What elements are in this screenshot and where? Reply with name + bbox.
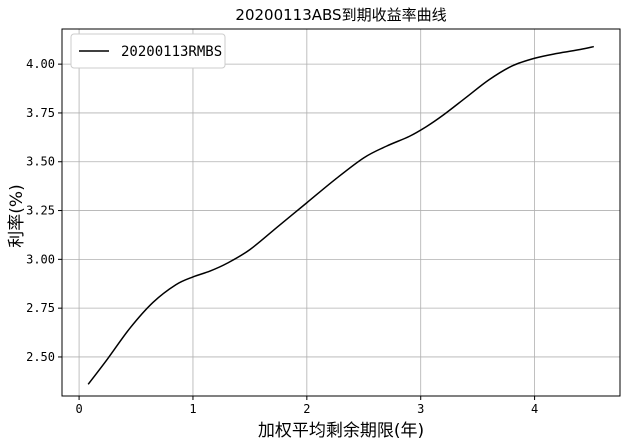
- x-tick-label: 2: [303, 402, 310, 416]
- x-tick-label: 1: [189, 402, 196, 416]
- series-layer: [87, 45, 594, 385]
- plot-area-frame: [61, 28, 621, 397]
- legend: 20200113RMBS: [70, 33, 226, 69]
- series-line: [87, 45, 594, 385]
- y-axis-label: 利率(%): [7, 184, 27, 247]
- x-tick-label: 0: [75, 402, 82, 416]
- ticks: 0 1 2 3 4 2.50 2.75 3.00 3.25 3.50 3.75 4.00: [26, 57, 538, 416]
- grid: [62, 29, 620, 396]
- y-tick-label: 3.00: [26, 252, 55, 266]
- y-tick-label: 3.25: [26, 204, 55, 218]
- y-tick-label: 4.00: [26, 57, 55, 71]
- chart-title: 20200113ABS到期收益率曲线: [235, 6, 446, 24]
- y-tick-label: 2.50: [26, 350, 55, 364]
- legend-box: [70, 33, 226, 69]
- x-tick-label: 3: [417, 402, 424, 416]
- x-axis-label: 加权平均剩余期限(年): [258, 421, 424, 441]
- legend-entry-label: 20200113RMBS: [121, 44, 222, 60]
- y-tick-label: 2.75: [26, 301, 55, 315]
- y-tick-label: 3.50: [26, 155, 55, 169]
- x-tick-label: 4: [531, 402, 538, 416]
- y-tick-label: 3.75: [26, 106, 55, 120]
